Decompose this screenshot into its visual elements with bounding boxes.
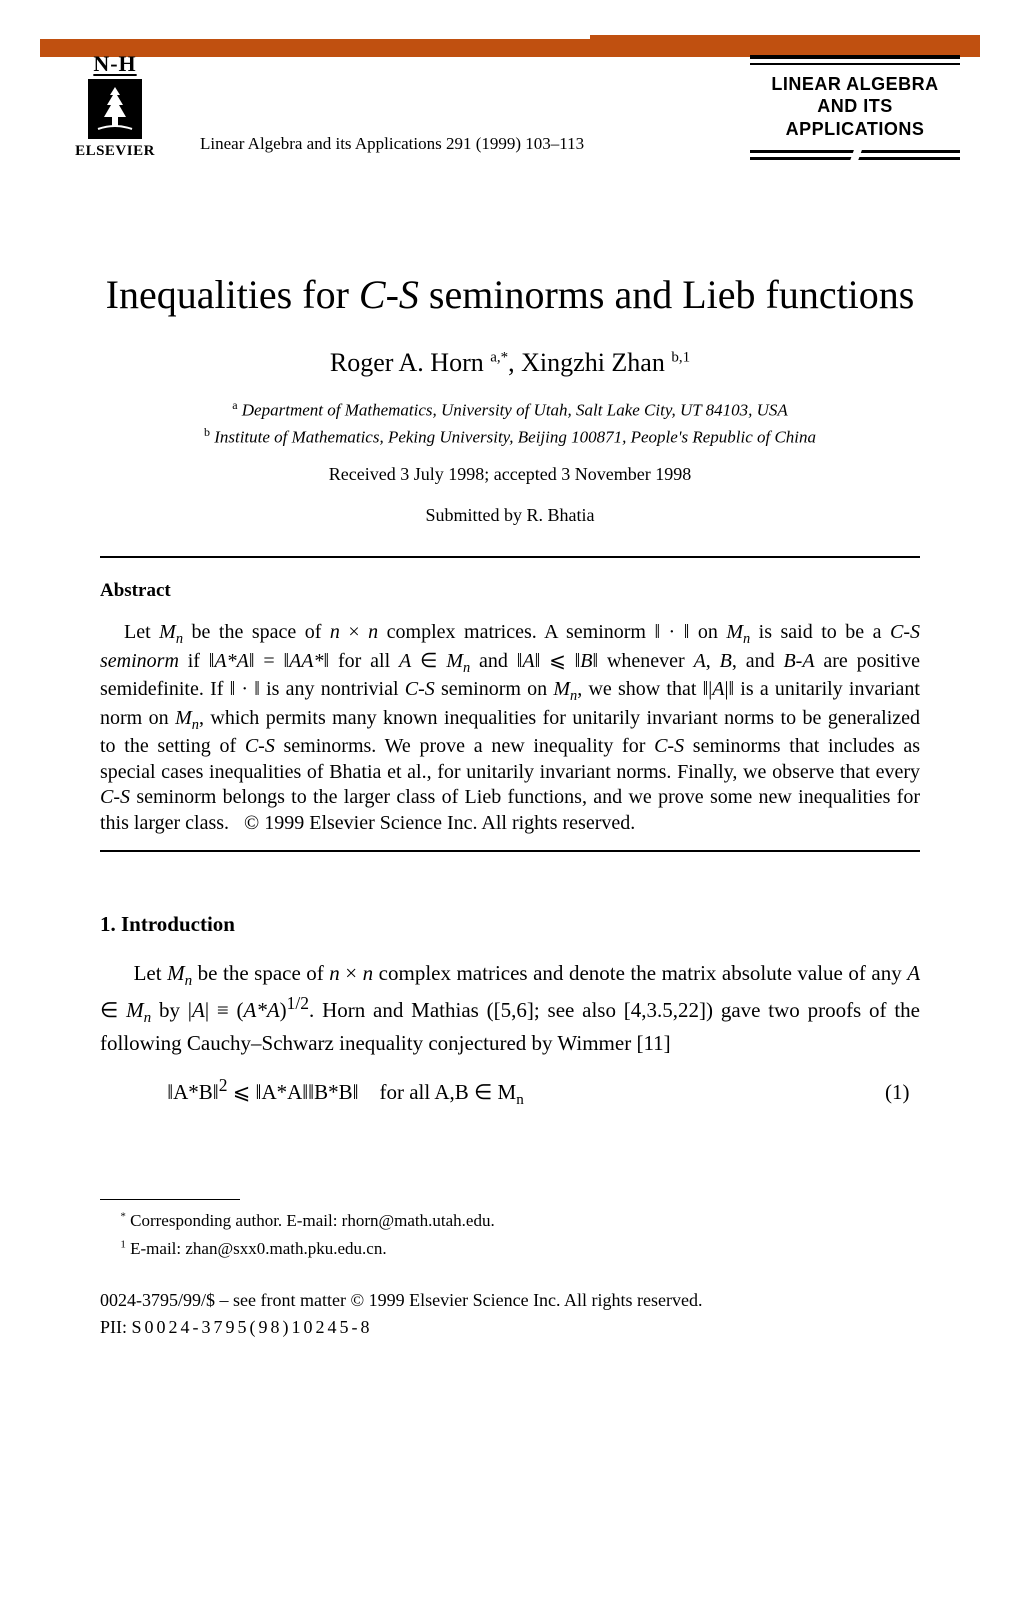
copyright-text: 0024-3795/99/$ – see front matter © 1999… (100, 1290, 703, 1310)
footnote-2: 1 E-mail: zhan@sxx0.math.pku.edu.cn. (100, 1236, 920, 1262)
affiliations: a Department of Mathematics, University … (100, 396, 920, 450)
journal-name: LINEAR ALGEBRA AND ITS APPLICATIONS (750, 73, 960, 141)
article-title: Inequalities for C-S seminorms and Lieb … (100, 270, 920, 320)
author-2-sup: b,1 (671, 349, 690, 365)
copyright-line: 0024-3795/99/$ – see front matter © 1999… (100, 1287, 920, 1341)
abstract-heading: Abstract (100, 580, 920, 602)
running-citation: Linear Algebra and its Applications 291 … (170, 134, 750, 160)
journal-title-block: LINEAR ALGEBRA AND ITS APPLICATIONS (750, 55, 960, 161)
pii-value: S0024-3795(98)10245-8 (132, 1317, 373, 1337)
nh-logo: N-H (93, 51, 136, 77)
journal-name-l3: APPLICATIONS (786, 119, 925, 139)
article-dates: Received 3 July 1998; accepted 3 Novembe… (100, 464, 920, 485)
journal-rule-bottom (750, 150, 960, 160)
journal-name-l2: AND ITS (817, 96, 893, 116)
article-body: Inequalities for C-S seminorms and Lieb … (0, 270, 1020, 1341)
equation-1-number: (1) (885, 1080, 920, 1105)
footnote-2-text: E-mail: zhan@sxx0.math.pku.edu.cn. (126, 1239, 387, 1258)
footnote-1: * Corresponding author. E-mail: rhorn@ma… (100, 1208, 920, 1234)
publisher-logo-block: N-H ELSEVIER (60, 51, 170, 160)
section-1-heading: 1. Introduction (100, 912, 920, 937)
author-1: Roger A. Horn (330, 348, 490, 377)
abstract-rule-bottom (100, 850, 920, 852)
footnote-1-text: Corresponding author. E-mail: rhorn@math… (126, 1211, 495, 1230)
author-1-sup: a,* (490, 349, 508, 365)
affil-b: Institute of Mathematics, Peking Univers… (210, 428, 816, 447)
equation-1-body: ‖A*B‖2 ⩽ ‖A*A‖‖B*B‖ for all A,B ∈ Mn (100, 1075, 885, 1109)
title-pre: Inequalities for (106, 272, 359, 317)
masthead: N-H ELSEVIER Linear Algebra and its Appl… (0, 51, 1020, 160)
author-line: Roger A. Horn a,*, Xingzhi Zhan b,1 (100, 348, 920, 378)
journal-name-l1: LINEAR ALGEBRA (771, 74, 938, 94)
equation-1: ‖A*B‖2 ⩽ ‖A*A‖‖B*B‖ for all A,B ∈ Mn (1) (100, 1075, 920, 1109)
publisher-label: ELSEVIER (75, 143, 155, 160)
affil-a: Department of Mathematics, University of… (238, 401, 788, 420)
abstract-body: Let Mn be the space of n × n complex mat… (100, 620, 920, 836)
author-sep: , (508, 348, 521, 377)
submitted-by: Submitted by R. Bhatia (100, 505, 920, 526)
nh-logo-text: N-H (93, 51, 136, 76)
abstract-rule-top (100, 556, 920, 558)
pii-label: PII: (100, 1317, 132, 1337)
title-post: seminorms and Lieb functions (419, 272, 914, 317)
journal-rule-top (750, 55, 960, 65)
section-1-para-1: Let Mn be the space of n × n complex mat… (100, 959, 920, 1057)
title-italic: C-S (359, 272, 419, 317)
elsevier-tree-icon (88, 79, 142, 139)
author-2: Xingzhi Zhan (521, 348, 671, 377)
footnote-rule (100, 1199, 240, 1200)
